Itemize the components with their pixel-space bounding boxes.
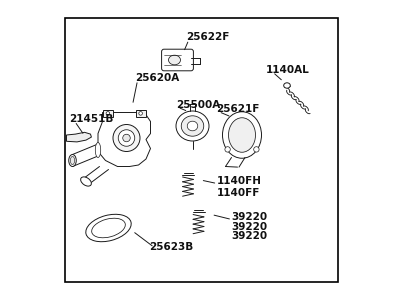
Text: 25623B: 25623B [149, 242, 193, 253]
Text: 39220: 39220 [232, 221, 268, 232]
Text: 25621F: 25621F [216, 104, 260, 115]
Ellipse shape [123, 134, 130, 142]
Ellipse shape [139, 112, 142, 115]
Bar [102, 110, 113, 117]
Bar [65, 18, 338, 282]
Ellipse shape [225, 147, 230, 152]
Text: 25622F: 25622F [186, 32, 230, 43]
Text: 25620A: 25620A [136, 73, 180, 83]
FancyBboxPatch shape [162, 49, 194, 71]
Text: 21451B: 21451B [70, 113, 114, 124]
Ellipse shape [81, 177, 91, 186]
Ellipse shape [181, 116, 204, 136]
Ellipse shape [254, 147, 259, 152]
Ellipse shape [92, 218, 125, 238]
Text: 1140FF: 1140FF [216, 188, 260, 199]
Ellipse shape [113, 124, 140, 152]
Text: 1140FH: 1140FH [216, 176, 262, 187]
Ellipse shape [168, 55, 180, 65]
Polygon shape [98, 112, 150, 166]
Ellipse shape [95, 142, 101, 158]
Text: 39220: 39220 [232, 212, 268, 222]
Ellipse shape [284, 83, 290, 88]
Ellipse shape [69, 154, 76, 166]
Polygon shape [66, 132, 91, 142]
Ellipse shape [187, 121, 198, 131]
Bar [136, 110, 146, 117]
Ellipse shape [86, 214, 131, 242]
Ellipse shape [106, 112, 110, 115]
Ellipse shape [118, 130, 135, 146]
Text: 25500A: 25500A [176, 100, 220, 110]
Ellipse shape [176, 111, 209, 141]
Ellipse shape [228, 118, 256, 152]
Ellipse shape [222, 112, 262, 158]
Text: 39220: 39220 [232, 231, 268, 242]
Ellipse shape [70, 156, 74, 164]
Text: 1140AL: 1140AL [266, 64, 310, 75]
